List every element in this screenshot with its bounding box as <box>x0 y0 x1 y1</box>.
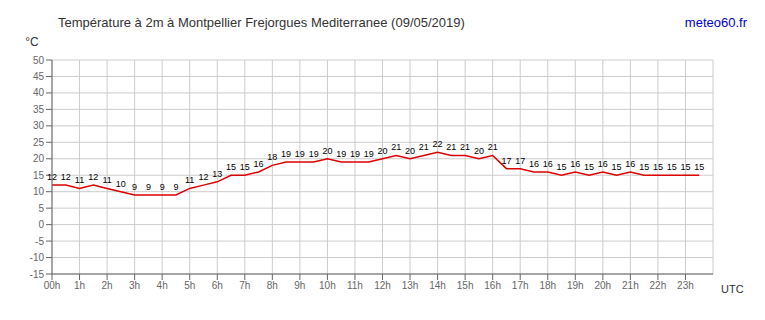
svg-text:9: 9 <box>146 182 151 192</box>
svg-text:22: 22 <box>433 139 443 149</box>
svg-text:15h: 15h <box>457 280 474 291</box>
svg-text:15: 15 <box>226 162 236 172</box>
svg-text:21: 21 <box>460 142 470 152</box>
svg-text:22h: 22h <box>650 280 667 291</box>
svg-text:15: 15 <box>667 162 677 172</box>
svg-text:20: 20 <box>405 146 415 156</box>
svg-text:20: 20 <box>322 146 332 156</box>
svg-text:11h: 11h <box>347 280 363 291</box>
svg-text:30: 30 <box>33 120 45 131</box>
svg-text:12: 12 <box>198 172 208 182</box>
html-text:Température à 2m à Montpellier: Température à 2m à Montpellier Frejorgue… <box>58 14 465 30</box>
svg-text:8h: 8h <box>267 280 278 291</box>
svg-text:17: 17 <box>501 156 511 166</box>
svg-text:10: 10 <box>33 186 45 197</box>
svg-text:18h: 18h <box>539 280 556 291</box>
svg-text:°C: °C <box>25 36 39 49</box>
svg-text:15: 15 <box>240 162 250 172</box>
svg-text:12: 12 <box>47 172 57 182</box>
svg-text:16: 16 <box>529 159 539 169</box>
svg-text:20: 20 <box>377 146 387 156</box>
svg-text:19: 19 <box>364 149 374 159</box>
svg-text:17: 17 <box>515 156 525 166</box>
svg-text:1h: 1h <box>74 280 85 291</box>
svg-text:15: 15 <box>584 162 594 172</box>
svg-text:12: 12 <box>88 172 98 182</box>
svg-text:19: 19 <box>295 149 305 159</box>
svg-text:15: 15 <box>639 162 649 172</box>
svg-text:9h: 9h <box>294 280 305 291</box>
svg-text:35: 35 <box>33 104 45 115</box>
svg-text:16: 16 <box>570 159 580 169</box>
svg-text:19: 19 <box>336 149 346 159</box>
svg-text:3h: 3h <box>129 280 140 291</box>
svg-text:23h: 23h <box>677 280 694 291</box>
svg-text:15: 15 <box>33 170 45 181</box>
svg-text:19: 19 <box>309 149 319 159</box>
svg-text:16: 16 <box>543 159 553 169</box>
svg-text:25: 25 <box>33 137 45 148</box>
svg-text:7h: 7h <box>239 280 250 291</box>
svg-text:21: 21 <box>391 142 401 152</box>
svg-text:5: 5 <box>38 203 44 214</box>
svg-text:13: 13 <box>212 169 222 179</box>
html-text:meteo60.fr: meteo60.fr <box>684 14 747 30</box>
svg-text:40: 40 <box>33 87 45 98</box>
svg-text:10: 10 <box>116 179 126 189</box>
svg-text:20: 20 <box>33 153 45 164</box>
svg-text:45: 45 <box>33 71 45 82</box>
svg-text:2h: 2h <box>102 280 113 291</box>
svg-text:9: 9 <box>160 182 165 192</box>
svg-text:9: 9 <box>173 182 178 192</box>
svg-text:11: 11 <box>102 175 111 185</box>
svg-text:5h: 5h <box>184 280 195 291</box>
svg-text:-10: -10 <box>30 252 45 263</box>
svg-text:9: 9 <box>132 182 137 192</box>
svg-text:11: 11 <box>185 175 194 185</box>
svg-text:4h: 4h <box>157 280 168 291</box>
svg-text:16: 16 <box>598 159 608 169</box>
svg-text:21: 21 <box>446 142 456 152</box>
svg-text:16: 16 <box>625 159 635 169</box>
svg-text:10h: 10h <box>319 280 336 291</box>
svg-text:12: 12 <box>61 172 71 182</box>
svg-text:18: 18 <box>267 152 277 162</box>
svg-text:50: 50 <box>33 55 45 66</box>
svg-text:15: 15 <box>680 162 690 172</box>
svg-text:-15: -15 <box>30 269 45 280</box>
svg-text:UTC: UTC <box>721 283 744 295</box>
svg-text:-5: -5 <box>35 236 44 247</box>
svg-text:21: 21 <box>419 142 429 152</box>
svg-text:15: 15 <box>557 162 567 172</box>
svg-text:16: 16 <box>254 159 264 169</box>
svg-text:21h: 21h <box>622 280 639 291</box>
svg-text:11: 11 <box>75 175 84 185</box>
svg-text:15: 15 <box>694 162 704 172</box>
svg-text:13h: 13h <box>402 280 419 291</box>
svg-text:17h: 17h <box>512 280 529 291</box>
svg-text:00h: 00h <box>44 280 61 291</box>
svg-text:15: 15 <box>612 162 622 172</box>
svg-text:12h: 12h <box>374 280 391 291</box>
svg-text:20h: 20h <box>594 280 611 291</box>
svg-text:15: 15 <box>653 162 663 172</box>
svg-text:6h: 6h <box>212 280 223 291</box>
svg-text:14h: 14h <box>429 280 446 291</box>
svg-text:21: 21 <box>488 142 498 152</box>
svg-text:19h: 19h <box>567 280 584 291</box>
svg-text:19: 19 <box>281 149 291 159</box>
svg-text:20: 20 <box>474 146 484 156</box>
svg-text:19: 19 <box>350 149 360 159</box>
svg-text:0: 0 <box>38 219 44 230</box>
svg-text:16h: 16h <box>484 280 501 291</box>
